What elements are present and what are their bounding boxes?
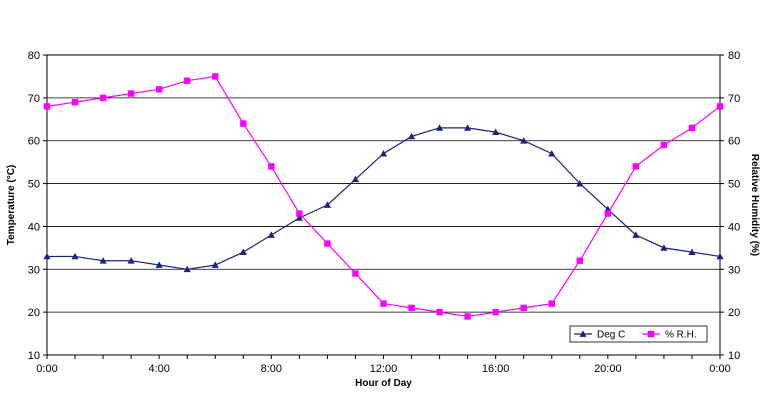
plot-area bbox=[46, 54, 721, 356]
y-tick-label-left: 20 bbox=[28, 307, 40, 319]
x-tick-label: 0:00 bbox=[36, 363, 57, 375]
legend-box bbox=[569, 325, 708, 343]
y-tick-label-right: 50 bbox=[728, 179, 740, 191]
y-tick-label-right: 80 bbox=[728, 50, 740, 62]
data-point bbox=[127, 257, 135, 264]
x-tick-label: 12:00 bbox=[370, 363, 398, 375]
data-point bbox=[324, 240, 331, 247]
data-point bbox=[464, 124, 472, 131]
data-point bbox=[576, 257, 583, 264]
y-tick-label-right: 60 bbox=[728, 136, 740, 148]
data-point bbox=[548, 300, 555, 307]
y-tick-label-right: 40 bbox=[728, 221, 740, 233]
data-point bbox=[520, 304, 527, 312]
y-tick-label-right: 20 bbox=[728, 307, 740, 319]
data-point bbox=[127, 90, 135, 97]
data-point bbox=[212, 73, 219, 80]
data-point bbox=[380, 300, 387, 307]
data-point bbox=[295, 214, 303, 221]
data-point bbox=[548, 149, 556, 157]
data-point bbox=[520, 137, 528, 144]
series-humidity bbox=[43, 73, 724, 320]
legend-label: % R.H. bbox=[665, 330, 697, 341]
data-point bbox=[296, 210, 303, 217]
data-point bbox=[71, 98, 79, 106]
data-point bbox=[240, 120, 247, 127]
y-axis-title-left: Temperature (°C) bbox=[6, 165, 17, 246]
data-point bbox=[183, 265, 191, 273]
data-point bbox=[408, 304, 415, 312]
x-tick-label: 16:00 bbox=[482, 363, 510, 375]
series-temperature bbox=[43, 124, 724, 273]
data-point bbox=[71, 252, 79, 260]
data-point bbox=[43, 103, 51, 110]
x-tick-label: 20:00 bbox=[594, 363, 622, 375]
data-point bbox=[632, 231, 640, 238]
data-point bbox=[660, 244, 668, 251]
data-point bbox=[155, 86, 163, 93]
data-point bbox=[688, 248, 696, 256]
y-tick-label-left: 40 bbox=[28, 221, 40, 233]
data-point bbox=[604, 210, 612, 217]
legend: Deg C % R.H. bbox=[569, 325, 708, 343]
x-axis-title: Hour of Day bbox=[355, 378, 412, 389]
data-point bbox=[379, 149, 388, 157]
data-point bbox=[323, 201, 332, 208]
legend-marker bbox=[647, 330, 655, 338]
legend-marker bbox=[579, 330, 587, 337]
x-tick-label: 4:00 bbox=[148, 363, 169, 375]
y-tick-label-right: 10 bbox=[728, 350, 740, 362]
data-point bbox=[436, 308, 443, 316]
gridlines bbox=[47, 97, 720, 313]
data-point bbox=[239, 248, 247, 256]
data-point bbox=[688, 124, 696, 132]
y-tick-label-right: 70 bbox=[728, 93, 740, 105]
y-axis-title-right: Relative Humidity (%) bbox=[749, 154, 760, 256]
data-point bbox=[492, 128, 500, 136]
data-point bbox=[716, 252, 724, 260]
data-point bbox=[267, 231, 275, 238]
y-tick-label-right: 30 bbox=[728, 264, 740, 276]
data-point bbox=[464, 313, 471, 320]
data-point bbox=[632, 163, 640, 170]
data-point bbox=[99, 257, 107, 264]
data-point bbox=[351, 175, 360, 183]
data-point bbox=[268, 163, 275, 170]
data-point bbox=[492, 308, 499, 316]
data-point bbox=[155, 261, 163, 268]
data-point bbox=[184, 77, 191, 84]
data-point bbox=[435, 124, 444, 131]
data-point bbox=[43, 252, 51, 260]
series-line bbox=[46, 75, 721, 318]
data-point bbox=[660, 141, 668, 149]
y-tick-label-left: 30 bbox=[28, 264, 40, 276]
axis-ticks: 10 10 20 20 30 30 40 40 50 50 60 60 70 70 80 80 0:00 4:00… bbox=[28, 50, 741, 375]
y-tick-label-left: 50 bbox=[28, 179, 40, 191]
data-point bbox=[716, 103, 724, 110]
legend-label: Deg C bbox=[597, 330, 625, 341]
series bbox=[43, 73, 724, 320]
data-point bbox=[407, 132, 416, 140]
y-tick-label-left: 60 bbox=[28, 136, 40, 148]
y-tick-label-left: 80 bbox=[28, 50, 40, 62]
data-point bbox=[352, 270, 359, 277]
data-point bbox=[99, 94, 107, 102]
data-point bbox=[576, 179, 584, 187]
series-line bbox=[47, 127, 721, 270]
x-tick-label: 0:00 bbox=[709, 363, 730, 375]
y-tick-label-left: 10 bbox=[28, 350, 40, 362]
y-tick-label-left: 70 bbox=[28, 93, 40, 105]
data-point bbox=[211, 261, 219, 268]
x-tick-label: 8:00 bbox=[261, 363, 282, 375]
